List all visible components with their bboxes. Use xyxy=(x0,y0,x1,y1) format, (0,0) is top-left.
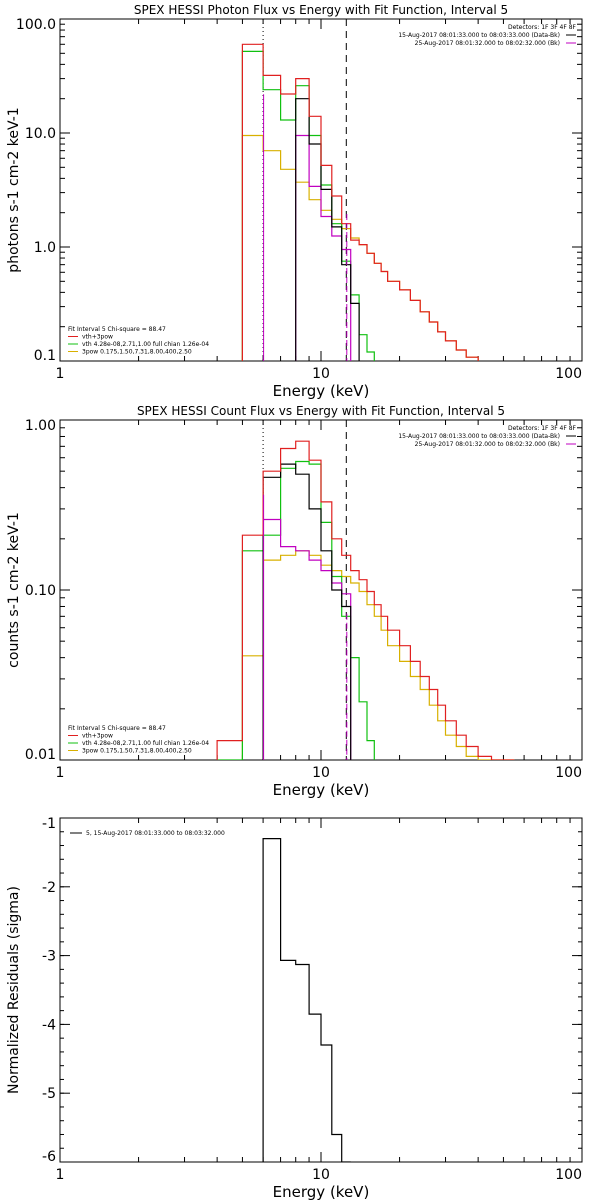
series-background-line xyxy=(295,98,360,361)
legend-topright-line: 25-Aug-2017 08:01:32.000 to 08:02:32.000… xyxy=(415,441,560,448)
legend-residual-line: 5, 15-Aug-2017 08:01:33.000 to 08:03:32.… xyxy=(86,830,225,837)
x-axis-label: Energy (keV) xyxy=(273,382,370,400)
y-tick-label: -2 xyxy=(42,880,56,896)
y-axis-label: photons s-1 cm-2 keV-1 xyxy=(6,107,22,272)
y-axis-label: Normalized Residuals (sigma) xyxy=(6,886,22,1094)
chart-title: SPEX HESSI Photon Flux vs Energy with Fi… xyxy=(134,3,508,17)
legend-fit-line: vth 4.28e-08,2.71,1.00 full chian 1.26e-… xyxy=(82,740,209,747)
x-tick-label: 1 xyxy=(56,765,65,781)
y-tick-label: -4 xyxy=(42,1017,56,1033)
series-background-line xyxy=(262,463,352,760)
plot-frame xyxy=(59,817,583,1163)
plot-area xyxy=(262,838,351,1162)
y-tick-label: 100.0 xyxy=(16,17,56,33)
chart-panel-2: SPEX HESSI Count Flux vs Energy with Fit… xyxy=(6,404,583,799)
series-sum-line xyxy=(216,440,515,760)
series-power-line xyxy=(241,134,479,361)
legend-topright-line: 25-Aug-2017 08:01:32.000 to 08:02:32.000… xyxy=(415,40,560,47)
legend-fit-line: 3pow 0.175,1.50,7.31,8.00,400,2.50 xyxy=(82,748,192,755)
y-tick-label: -5 xyxy=(42,1086,56,1102)
x-tick-label: 10 xyxy=(312,765,330,781)
plot-area xyxy=(241,43,479,361)
y-tick-label: 0.10 xyxy=(25,583,56,599)
legend-topright-line: Detectors: 1F 3F 4F 8F xyxy=(508,425,577,432)
legend-topright-line: 15-Aug-2017 08:01:33.000 to 08:03:33.000… xyxy=(398,433,560,440)
series-bk-line xyxy=(295,134,352,361)
y-tick-label: -3 xyxy=(42,949,56,965)
legend-fit-line: vth+3pow xyxy=(82,334,113,341)
series-bk-line xyxy=(262,518,352,760)
x-axis-label: Energy (keV) xyxy=(273,781,370,799)
legend-fit-line: Fit Interval 5 Chi-square = 88.47 xyxy=(68,725,166,732)
x-tick-label: 100 xyxy=(555,366,582,382)
x-tick-label: 10 xyxy=(312,366,330,382)
x-tick-label: 100 xyxy=(555,1167,582,1183)
chart-panel-3: 1 10 100 Energy (keV) -6 -5 -4 -3 -2 -1 Normalized… xyxy=(6,816,583,1200)
legend-topright-line: 15-Aug-2017 08:01:33.000 to 08:03:33.000… xyxy=(398,32,560,39)
x-tick-label: 10 xyxy=(312,1167,330,1183)
series-thermal-line xyxy=(241,50,375,361)
legend-fit-line: Fit Interval 5 Chi-square = 88.47 xyxy=(68,326,166,333)
series-power-line xyxy=(241,550,515,760)
y-tick-label: -6 xyxy=(42,1149,56,1165)
y-tick-label: 1.0 xyxy=(34,240,56,256)
series-sum-line xyxy=(241,43,479,361)
series-residual-line xyxy=(262,838,351,1162)
y-tick-label: 10.0 xyxy=(25,126,56,142)
y-tick-label: 0.01 xyxy=(25,747,56,763)
x-tick-label: 100 xyxy=(555,765,582,781)
legend-fit-line: vth 4.28e-08,2.71,1.00 full chian 1.26e-… xyxy=(82,341,209,348)
y-axis-label: counts s-1 cm-2 keV-1 xyxy=(6,512,22,668)
y-tick-label: 0.1 xyxy=(34,348,56,364)
chart-title: SPEX HESSI Count Flux vs Energy with Fit… xyxy=(137,404,505,418)
x-tick-label: 1 xyxy=(56,1167,65,1183)
plot-area xyxy=(216,440,515,760)
y-tick-label: 1.00 xyxy=(25,418,56,434)
legend-fit-line: vth+3pow xyxy=(82,733,113,740)
legend-topright-line: Detectors: 1F 3F 4F 8F xyxy=(508,24,577,31)
legend-fit-line: 3pow 0.175,1.50,7.31,8.00,400,2.50 xyxy=(82,349,192,356)
chart-panel-1: SPEX HESSI Photon Flux vs Energy with Fi… xyxy=(6,3,583,400)
y-tick-label: -1 xyxy=(42,816,56,832)
x-tick-label: 1 xyxy=(56,366,65,382)
x-axis-label: Energy (keV) xyxy=(273,1183,370,1200)
